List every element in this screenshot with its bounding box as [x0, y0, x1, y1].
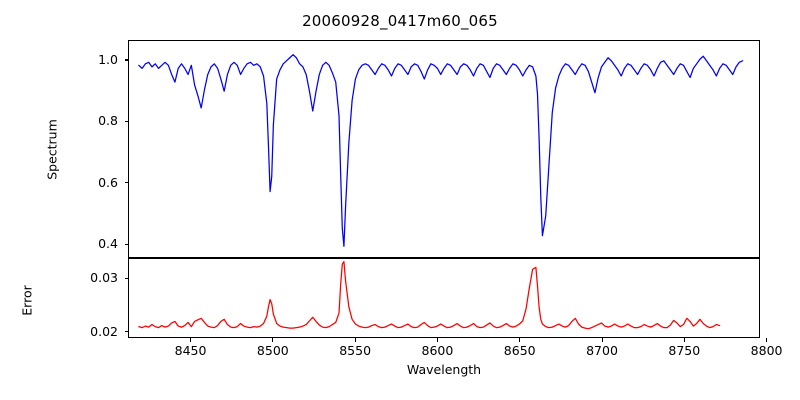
xtick-label: 8650	[503, 343, 536, 358]
error-panel	[128, 258, 760, 338]
spectrum-ytick-label: 0.6	[98, 174, 118, 190]
spectrum-axis-label: Spectrum	[44, 119, 60, 180]
xtick-mark	[190, 338, 192, 342]
xtick-label: 8600	[421, 343, 454, 358]
xtick-mark	[272, 338, 274, 342]
xtick-label: 8550	[339, 343, 372, 358]
spectrum-line-plot	[129, 41, 759, 257]
wavelength-axis-label: Wavelength	[406, 362, 482, 377]
error-line-plot	[129, 259, 759, 337]
xtick-mark	[683, 338, 685, 342]
spectrum-ytick-label: 1.0	[98, 51, 118, 67]
xtick-mark	[354, 338, 356, 342]
spectrum-ytick-label: 0.8	[98, 113, 118, 129]
spectrum-ytick-mark	[124, 59, 128, 61]
xtick-label: 8700	[586, 343, 618, 358]
spectrum-ytick-mark	[124, 120, 128, 122]
spectrum-ytick-mark	[124, 243, 128, 245]
error-ytick-mark	[124, 277, 128, 279]
spectrum-panel	[128, 40, 760, 258]
xtick-label: 8750	[668, 343, 701, 358]
error-ytick-mark	[124, 331, 128, 333]
xtick-mark	[601, 338, 603, 342]
xtick-mark	[766, 338, 768, 342]
error-ytick-label: 0.03	[90, 270, 118, 286]
xtick-label: 8450	[174, 343, 207, 358]
error-ytick-label: 0.02	[90, 323, 118, 339]
xtick-label: 8800	[750, 343, 783, 358]
figure-title: 20060928_0417m60_065	[302, 12, 498, 30]
xtick-mark	[519, 338, 521, 342]
xtick-mark	[436, 338, 438, 342]
spectrum-ytick-mark	[124, 182, 128, 184]
spectrum-ytick-label: 0.4	[98, 236, 118, 252]
xtick-label: 8500	[256, 343, 289, 358]
error-axis-label: Error	[19, 285, 35, 316]
